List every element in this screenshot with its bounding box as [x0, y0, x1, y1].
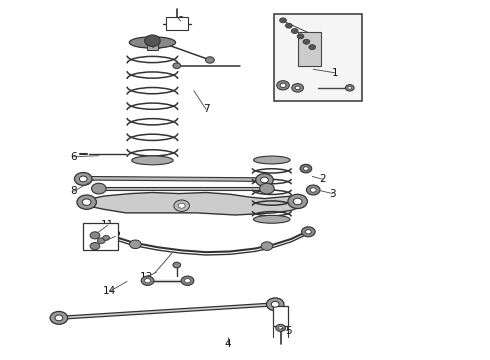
- Ellipse shape: [253, 215, 290, 223]
- Circle shape: [300, 164, 312, 173]
- Circle shape: [288, 194, 307, 208]
- Circle shape: [50, 311, 68, 324]
- Text: 6: 6: [70, 152, 77, 162]
- Circle shape: [303, 39, 310, 44]
- Circle shape: [310, 188, 316, 192]
- Circle shape: [90, 243, 100, 249]
- Circle shape: [103, 235, 110, 240]
- Circle shape: [309, 45, 316, 50]
- Circle shape: [92, 183, 106, 194]
- Circle shape: [90, 227, 103, 237]
- Circle shape: [74, 172, 92, 185]
- Circle shape: [267, 298, 284, 311]
- Circle shape: [173, 262, 181, 268]
- Circle shape: [141, 276, 154, 285]
- Polygon shape: [97, 187, 269, 190]
- Polygon shape: [82, 176, 267, 181]
- Circle shape: [256, 174, 273, 186]
- Circle shape: [305, 230, 311, 234]
- Circle shape: [303, 167, 308, 170]
- Ellipse shape: [253, 156, 290, 164]
- Circle shape: [181, 276, 194, 285]
- Circle shape: [306, 185, 320, 195]
- Circle shape: [348, 86, 352, 89]
- Circle shape: [301, 227, 315, 237]
- Text: 12: 12: [109, 231, 122, 242]
- Circle shape: [178, 203, 185, 208]
- Circle shape: [261, 242, 273, 250]
- Circle shape: [94, 230, 99, 234]
- Circle shape: [260, 183, 274, 194]
- Circle shape: [205, 57, 214, 63]
- Circle shape: [79, 176, 87, 182]
- Circle shape: [280, 18, 287, 23]
- Text: 3: 3: [329, 189, 336, 199]
- Circle shape: [292, 84, 303, 92]
- Bar: [274, 14, 362, 102]
- Text: 2: 2: [319, 174, 326, 184]
- Circle shape: [297, 34, 304, 39]
- Circle shape: [174, 200, 190, 211]
- Circle shape: [173, 63, 181, 68]
- Text: 5: 5: [286, 326, 292, 336]
- Circle shape: [277, 81, 289, 90]
- Text: 1: 1: [332, 68, 339, 78]
- Circle shape: [55, 315, 63, 321]
- Text: 9: 9: [177, 16, 184, 26]
- Circle shape: [90, 232, 100, 239]
- Circle shape: [271, 301, 279, 307]
- Circle shape: [345, 85, 354, 91]
- Circle shape: [286, 23, 292, 28]
- Circle shape: [279, 327, 283, 329]
- Text: 11: 11: [101, 220, 114, 230]
- Text: 10: 10: [146, 43, 159, 53]
- Circle shape: [293, 198, 302, 204]
- Bar: [297, 32, 321, 66]
- Text: 13: 13: [140, 272, 153, 282]
- Polygon shape: [79, 193, 303, 215]
- Circle shape: [150, 39, 164, 49]
- Circle shape: [276, 324, 286, 332]
- Circle shape: [291, 28, 298, 33]
- Bar: [273, 306, 288, 327]
- Circle shape: [145, 35, 160, 46]
- Circle shape: [82, 199, 91, 205]
- Text: 8: 8: [70, 186, 77, 197]
- Bar: [147, 42, 158, 50]
- Circle shape: [185, 279, 191, 283]
- Text: 14: 14: [103, 287, 116, 296]
- Circle shape: [261, 177, 269, 183]
- Ellipse shape: [132, 156, 173, 165]
- Circle shape: [145, 279, 150, 283]
- Circle shape: [77, 195, 97, 209]
- Circle shape: [295, 86, 300, 90]
- Bar: [166, 18, 188, 30]
- Text: 7: 7: [203, 104, 209, 114]
- Circle shape: [98, 238, 105, 244]
- Circle shape: [154, 41, 160, 46]
- Text: 4: 4: [224, 339, 231, 348]
- Circle shape: [129, 240, 141, 249]
- Ellipse shape: [129, 37, 175, 48]
- Circle shape: [280, 83, 286, 87]
- Polygon shape: [57, 303, 277, 319]
- Bar: [83, 223, 118, 249]
